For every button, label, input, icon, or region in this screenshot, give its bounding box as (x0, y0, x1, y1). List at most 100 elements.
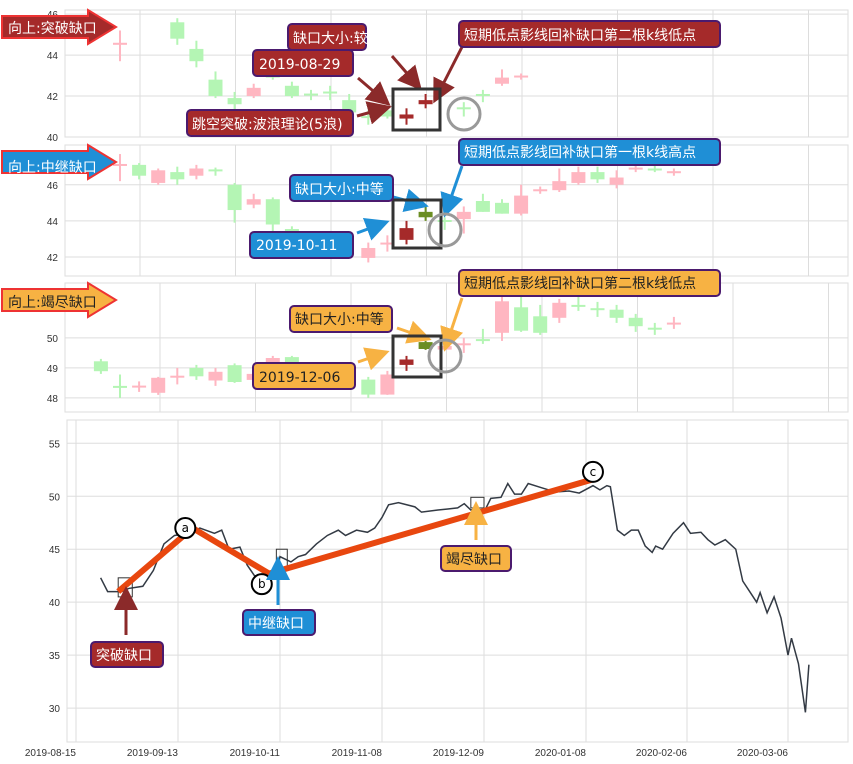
annotation-box (287, 23, 367, 51)
annotation-box (289, 305, 393, 333)
candle-body (666, 171, 681, 174)
y-tick-label: 50 (47, 334, 59, 345)
candle-body (113, 385, 127, 388)
panel2-date: 2019-10-11 (256, 238, 337, 254)
annotation-arrow (357, 347, 390, 371)
candle-body (552, 302, 567, 318)
candle-body (208, 169, 223, 172)
candle-body (304, 93, 318, 96)
candle-body (380, 242, 395, 245)
candle-body (590, 172, 605, 180)
candle-body (475, 93, 490, 97)
gap-label-box (242, 609, 316, 636)
panel3-fill-note: 短期低点影线回补缺口第二根k线低点 (464, 275, 696, 292)
annotation-box (186, 109, 354, 137)
y-tick-label: 48 (47, 394, 59, 405)
y-tick-label: 46 (47, 181, 59, 192)
candle-body (113, 163, 127, 166)
candle-body (189, 168, 204, 176)
candle-body (647, 168, 662, 171)
candle-body (399, 228, 414, 240)
panel3-gap-size: 缺口大小:中等 (295, 311, 384, 328)
candle-body (265, 199, 280, 225)
candle-body (475, 201, 490, 212)
gap-label-box (90, 641, 164, 668)
candle-body (151, 170, 166, 183)
x-tick-label: 2019-08-15 (25, 748, 77, 759)
candle-body (361, 247, 376, 258)
panel-title-arrow (1, 8, 118, 46)
candle-body (93, 361, 108, 372)
gap-label-exhaustion: 竭尽缺口 (446, 552, 502, 568)
fill-point-circle (427, 338, 463, 374)
candle-body (533, 316, 548, 333)
panel1-extra: 跳空突破:波浪理论(5浪) (192, 117, 343, 133)
annotation-arrow (356, 101, 392, 125)
candle-body (227, 98, 242, 105)
wave-label: a (182, 521, 189, 535)
annotation-arrow (390, 55, 422, 91)
candle-body (151, 377, 166, 393)
candle-body (170, 22, 185, 39)
candle-body (380, 374, 395, 395)
panel3-title: 向上:竭尽缺口 (8, 295, 97, 311)
fill-point-circle (446, 96, 482, 132)
gap-label-box (440, 545, 512, 572)
y-tick-label: 42 (47, 253, 59, 264)
wave-label: c (590, 465, 597, 479)
candle-body (284, 85, 299, 97)
candle-body (418, 342, 433, 349)
y-tick-label: 40 (47, 133, 59, 144)
candle-body (628, 317, 643, 327)
annotation-arrow (440, 297, 464, 352)
fill-point-circle (427, 212, 463, 248)
y-tick-label: 40 (49, 598, 61, 609)
candle-body (361, 379, 376, 395)
candle-body (437, 219, 452, 222)
candle-body (552, 181, 567, 191)
candle-body (399, 359, 414, 365)
candle-body (475, 339, 490, 342)
candle-body (647, 327, 662, 330)
panel1-fill-note: 短期低点影线回补缺口第二根k线低点 (464, 27, 696, 44)
annotation-box (458, 269, 721, 297)
candle-body (590, 308, 605, 311)
candle-body (113, 42, 127, 45)
wave-point-a (174, 517, 197, 540)
candle-body (456, 211, 471, 220)
candle-body (418, 100, 433, 105)
gap-highlight-box (391, 87, 442, 132)
x-tick-label: 2019-09-13 (127, 748, 179, 759)
annotation-box (252, 362, 356, 390)
candle-body (571, 172, 586, 183)
panel-title-arrow (1, 143, 118, 181)
candle-body (208, 371, 223, 381)
candle-body (571, 304, 586, 307)
annotation-arrow (440, 165, 464, 218)
candle-body (284, 357, 299, 363)
panel1-date: 2019-08-29 (259, 57, 340, 73)
x-tick-label: 2020-01-08 (535, 748, 587, 759)
candle-body (189, 367, 204, 377)
panel1-title: 向上:突破缺口 (8, 21, 97, 37)
line-chart-frame (66, 419, 849, 743)
candle-body (514, 75, 529, 78)
candle-body (628, 167, 643, 170)
y-tick-label: 55 (49, 439, 61, 450)
y-tick-label: 50 (49, 492, 61, 503)
candle-body (609, 309, 624, 318)
candle-body (227, 365, 242, 382)
annotation-box (249, 231, 354, 259)
candle-body (189, 48, 204, 62)
annotation-arrow (357, 76, 391, 106)
panel3-date: 2019-12-06 (259, 370, 340, 386)
annotation-arrow (356, 217, 390, 241)
candle-body (495, 202, 509, 214)
panel1-gap-size: 缺口大小:较小 (293, 31, 382, 47)
candle-body (456, 343, 471, 346)
candle-body (265, 358, 280, 365)
x-tick-label: 2019-10-11 (230, 748, 281, 759)
candle-body (456, 107, 471, 110)
panel2-fill-note: 短期低点影线回补缺口第一根k线高点 (464, 144, 696, 161)
y-tick-label: 42 (47, 92, 59, 103)
